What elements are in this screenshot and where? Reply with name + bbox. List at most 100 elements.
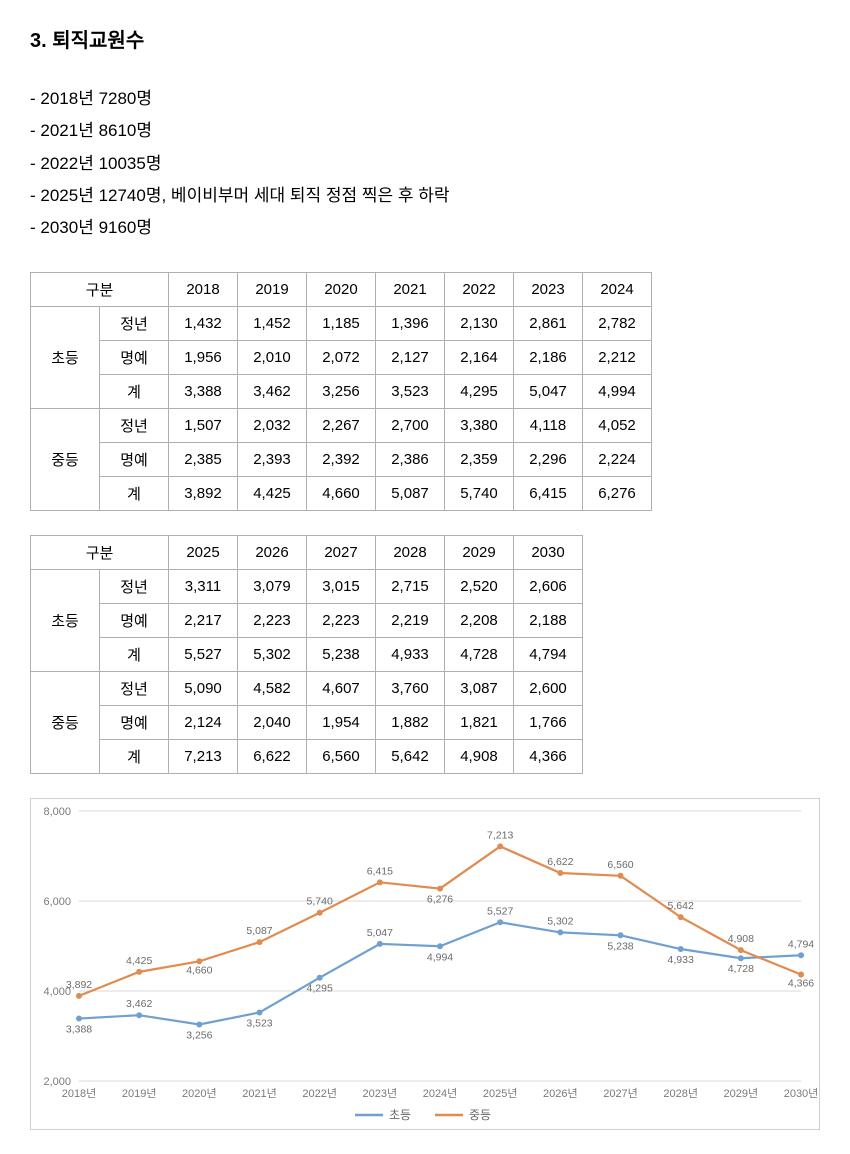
table-cell: 2,385 [169,443,238,477]
table-cell: 3,311 [169,570,238,604]
table-cell: 1,956 [169,341,238,375]
svg-text:2020년: 2020년 [182,1087,217,1100]
table-row-label: 정년 [100,672,169,706]
table-cell: 1,396 [376,307,445,341]
table-cell: 2,861 [514,307,583,341]
svg-text:2021년: 2021년 [242,1087,277,1100]
table-cell: 2,127 [376,341,445,375]
table-cell: 2,040 [238,706,307,740]
table-cell: 2,223 [238,604,307,638]
svg-text:2025년: 2025년 [483,1087,518,1100]
table-cell: 5,302 [238,638,307,672]
table-row: 초등정년1,4321,4521,1851,3962,1302,8612,782 [31,307,652,341]
table-2025-2030: 구분202520262027202820292030초등정년3,3113,079… [30,535,820,774]
table-cell: 1,452 [238,307,307,341]
table-row: 계3,3883,4623,2563,5234,2955,0474,994 [31,375,652,409]
table-cell: 5,527 [169,638,238,672]
svg-text:3,388: 3,388 [66,1024,92,1036]
table-cell: 1,954 [307,706,376,740]
table-year-header: 2029 [445,536,514,570]
svg-text:2,000: 2,000 [43,1076,71,1088]
table-row-label: 정년 [100,307,169,341]
table-cell: 4,794 [514,638,583,672]
table-cell: 3,523 [376,375,445,409]
table-row: 명예2,2172,2232,2232,2192,2082,188 [31,604,583,638]
svg-text:8,000: 8,000 [43,806,71,818]
table-cell: 2,782 [583,307,652,341]
table-cell: 5,238 [307,638,376,672]
table-cell: 6,415 [514,477,583,511]
svg-text:중등: 중등 [469,1108,491,1122]
table-year-header: 2028 [376,536,445,570]
svg-text:4,908: 4,908 [728,934,754,946]
table-cell: 1,432 [169,307,238,341]
table-cell: 4,295 [445,375,514,409]
retirement-chart: 2,0004,0006,0008,0002018년2019년2020년2021년… [30,798,820,1130]
table-cell: 4,908 [445,740,514,774]
table-year-header: 2022 [445,273,514,307]
table-cell: 2,212 [583,341,652,375]
table-row-label: 명예 [100,341,169,375]
table-cell: 1,821 [445,706,514,740]
bullet-list: - 2018년 7280명- 2021년 8610명- 2022년 10035명… [30,83,820,244]
section-title: 3. 퇴직교원수 [30,24,820,53]
table-cell: 2,296 [514,443,583,477]
table-row: 계3,8924,4254,6605,0875,7406,4156,276 [31,477,652,511]
table-cell: 3,256 [307,375,376,409]
svg-text:3,892: 3,892 [66,979,92,991]
table-cell: 2,715 [376,570,445,604]
table-cell: 4,660 [307,477,376,511]
table-cell: 4,582 [238,672,307,706]
bullet-item: - 2030년 9160명 [30,212,820,244]
table-row-label: 계 [100,477,169,511]
svg-text:5,302: 5,302 [547,916,573,928]
svg-text:3,256: 3,256 [186,1030,212,1042]
svg-text:4,933: 4,933 [668,954,694,966]
table-cell: 2,224 [583,443,652,477]
table-cell: 3,462 [238,375,307,409]
table-cell: 6,276 [583,477,652,511]
table-cell: 5,047 [514,375,583,409]
table-row-label: 명예 [100,604,169,638]
table-cell: 2,386 [376,443,445,477]
svg-text:6,415: 6,415 [367,866,393,878]
table-cell: 6,560 [307,740,376,774]
table-cell: 2,217 [169,604,238,638]
table-year-header: 2027 [307,536,376,570]
table-cell: 4,994 [583,375,652,409]
table-cell: 5,740 [445,477,514,511]
svg-text:5,087: 5,087 [246,926,272,938]
table-cell: 2,393 [238,443,307,477]
table-year-header: 2020 [307,273,376,307]
table-row-label: 명예 [100,443,169,477]
table-cell: 5,087 [376,477,445,511]
table-group-label: 초등 [31,307,100,409]
table-cell: 5,090 [169,672,238,706]
table-cell: 4,933 [376,638,445,672]
svg-text:2030년: 2030년 [784,1087,819,1100]
table-cell: 2,359 [445,443,514,477]
table-cell: 2,188 [514,604,583,638]
svg-text:2027년: 2027년 [603,1087,638,1100]
svg-text:2019년: 2019년 [122,1087,157,1100]
table-row: 명예2,3852,3932,3922,3862,3592,2962,224 [31,443,652,477]
table-group-label: 초등 [31,570,100,672]
table-cell: 1,185 [307,307,376,341]
svg-text:2028년: 2028년 [663,1087,698,1100]
table-cell: 2,164 [445,341,514,375]
table-cell: 2,700 [376,409,445,443]
table-cell: 2,392 [307,443,376,477]
table-cell: 3,892 [169,477,238,511]
table-cell: 4,728 [445,638,514,672]
table-header-label: 구분 [31,273,169,307]
table-year-header: 2018 [169,273,238,307]
svg-text:2024년: 2024년 [423,1087,458,1100]
table-group-label: 중등 [31,409,100,511]
svg-text:2018년: 2018년 [62,1087,97,1100]
bullet-item: - 2018년 7280명 [30,83,820,115]
svg-text:4,366: 4,366 [788,978,814,990]
table-cell: 2,223 [307,604,376,638]
svg-text:4,794: 4,794 [788,939,814,951]
table-cell: 1,766 [514,706,583,740]
table-cell: 2,130 [445,307,514,341]
